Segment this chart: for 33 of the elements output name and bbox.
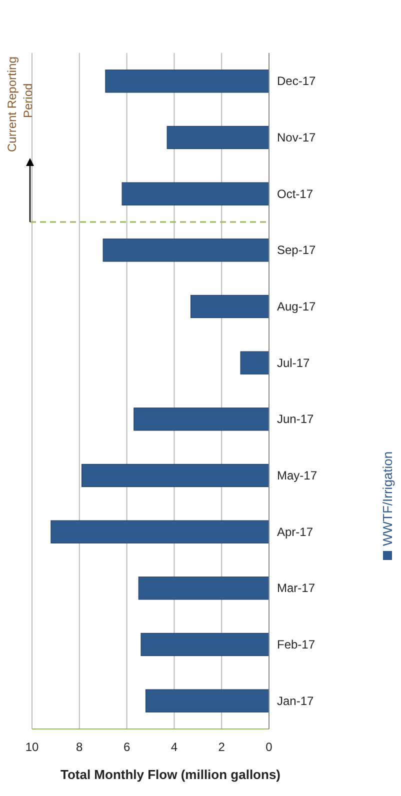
x-tick-label: 2	[218, 740, 226, 754]
bar	[102, 238, 270, 262]
y-tick-label: Aug-17	[277, 300, 316, 314]
x-tick-label: 4	[170, 740, 178, 754]
x-tick-label: 10	[25, 740, 39, 754]
y-tick-label: Jan-17	[277, 694, 314, 708]
ref-line-label: Current Reporting Period	[5, 56, 35, 152]
bar	[134, 408, 270, 431]
y-tick-label: Mar-17	[277, 581, 316, 596]
bar	[81, 464, 270, 488]
bar	[240, 351, 270, 374]
y-tick-label: May-17	[277, 468, 318, 482]
y-tick-label: Jun-17	[277, 412, 314, 426]
x-axis-title: Total Monthly Flow (million gallons)	[60, 767, 281, 782]
bar	[122, 182, 270, 206]
y-tick-label: Dec-17	[277, 74, 316, 88]
bar	[50, 520, 270, 544]
x-tick-label: 6	[123, 740, 130, 754]
y-tick-label: Feb-17	[277, 638, 316, 652]
x-tick-label: 8	[76, 740, 84, 754]
x-tick-label: 0	[266, 740, 273, 754]
bar	[190, 294, 270, 318]
y-tick-label: Sep-17	[277, 243, 316, 258]
bar	[140, 632, 270, 656]
text: WWTF/Irrigation	[380, 451, 395, 546]
bar	[166, 126, 270, 150]
bar	[138, 576, 270, 600]
y-tick-label: Apr-17	[277, 524, 314, 539]
bar	[105, 70, 270, 93]
y-tick-label: Jul-17	[277, 356, 310, 370]
bar	[145, 689, 270, 712]
y-tick-label: Oct-17	[277, 186, 314, 201]
y-tick-label: Nov-17	[277, 130, 316, 144]
